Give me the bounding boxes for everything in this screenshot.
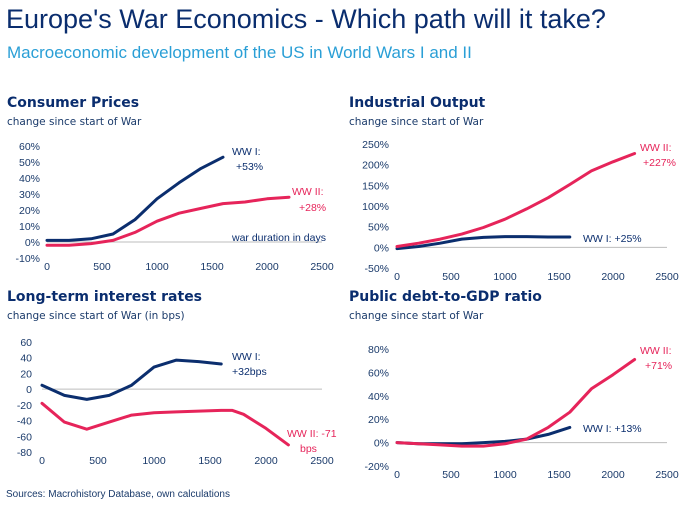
y-tick-label: 150% xyxy=(362,180,389,192)
x-tick-label: 1000 xyxy=(493,271,517,283)
x-tick-label: 1000 xyxy=(493,469,517,481)
annotation-label: +28% xyxy=(299,202,326,214)
y-tick-label: -40 xyxy=(17,416,32,428)
y-tick-label: 20% xyxy=(19,205,40,217)
page-title: Europe's War Economics - Which path will… xyxy=(6,4,606,34)
x-tick-label: 2500 xyxy=(655,271,679,283)
y-tick-label: 30% xyxy=(19,189,40,201)
annotation-label: WW I: +13% xyxy=(583,423,642,435)
annotation-label: WW I: xyxy=(232,351,261,363)
chart-title: Long-term interest rates xyxy=(7,289,202,305)
page-subtitle: Macroeconomic development of the US in W… xyxy=(7,43,472,62)
x-tick-label: 0 xyxy=(394,469,400,481)
series-line-ww1 xyxy=(45,155,225,242)
x-tick-label: 2000 xyxy=(601,469,625,481)
x-tick-label: 1500 xyxy=(200,261,224,273)
x-tick-label: 0 xyxy=(394,271,400,283)
x-tick-label: 500 xyxy=(89,455,107,467)
x-tick-label: 0 xyxy=(39,455,45,467)
y-tick-label: 60% xyxy=(368,367,389,379)
series-line-ww2 xyxy=(395,152,637,248)
annotation-label: +227% xyxy=(643,157,676,169)
series-line-ww2 xyxy=(45,195,291,247)
annotation-label: war duration in days xyxy=(231,232,326,244)
x-tick-label: 0 xyxy=(44,261,50,273)
chart-title: Industrial Output xyxy=(349,95,486,111)
y-tick-label: 80% xyxy=(368,344,389,356)
y-tick-label: 10% xyxy=(19,221,40,233)
x-tick-label: 500 xyxy=(93,261,111,273)
chart-subtitle: change since start of War xyxy=(7,116,142,128)
annotation-label: +53% xyxy=(236,161,263,173)
x-tick-label: 2500 xyxy=(310,261,334,273)
y-tick-label: 200% xyxy=(362,160,389,172)
y-tick-label: 0% xyxy=(374,438,389,450)
annotation-label: WW I: +25% xyxy=(583,233,642,245)
source-note: Sources: Macrohistory Database, own calc… xyxy=(6,489,230,500)
chart-subtitle: change since start of War xyxy=(349,310,484,322)
x-tick-label: 500 xyxy=(442,469,460,481)
chart-title: Public debt-to-GDP ratio xyxy=(349,289,542,305)
y-tick-label: 0% xyxy=(25,237,40,249)
y-tick-label: 20 xyxy=(20,368,32,380)
annotation-label: bps xyxy=(300,443,317,455)
y-tick-label: 0 xyxy=(26,384,32,396)
annotation-label: WW II: xyxy=(640,345,672,357)
chart-subtitle: change since start of War xyxy=(349,116,484,128)
series-line-ww2 xyxy=(395,358,637,448)
y-tick-label: 60 xyxy=(20,337,32,349)
y-tick-label: -60 xyxy=(17,431,32,443)
y-tick-label: 50% xyxy=(368,222,389,234)
y-tick-label: 40% xyxy=(19,173,40,185)
y-tick-label: 0% xyxy=(374,242,389,254)
y-tick-label: 250% xyxy=(362,139,389,151)
annotation-label: WW II: -71 xyxy=(287,428,337,440)
x-tick-label: 1500 xyxy=(547,469,571,481)
x-tick-label: 500 xyxy=(442,271,460,283)
chart-title: Consumer Prices xyxy=(7,95,139,111)
x-tick-label: 2000 xyxy=(254,455,278,467)
y-tick-label: 100% xyxy=(362,201,389,213)
y-tick-label: 60% xyxy=(19,141,40,153)
chart-subtitle: change since start of War (in bps) xyxy=(7,310,185,322)
x-tick-label: 2000 xyxy=(601,271,625,283)
annotation-label: WW II: xyxy=(292,186,324,198)
x-tick-label: 2000 xyxy=(255,261,279,273)
series-line-ww1 xyxy=(395,235,572,251)
y-tick-label: 40% xyxy=(368,391,389,403)
y-tick-label: -20% xyxy=(364,461,389,473)
series-line-ww2 xyxy=(40,401,290,447)
x-tick-label: 1500 xyxy=(547,271,571,283)
x-tick-label: 2500 xyxy=(310,455,334,467)
y-tick-label: -20 xyxy=(17,400,32,412)
y-tick-label: -10% xyxy=(15,253,40,265)
y-tick-label: 40 xyxy=(20,353,32,365)
y-tick-label: 50% xyxy=(19,157,40,169)
y-tick-label: -80 xyxy=(17,447,32,459)
annotation-label: WW II: xyxy=(640,142,672,154)
y-tick-label: 20% xyxy=(368,414,389,426)
annotation-label: WW I: xyxy=(232,146,261,158)
x-tick-label: 1000 xyxy=(145,261,169,273)
x-tick-label: 2500 xyxy=(655,469,679,481)
annotation-label: +32bps xyxy=(232,366,267,378)
x-tick-label: 1000 xyxy=(142,455,166,467)
series-line-ww1 xyxy=(40,358,223,401)
y-tick-label: -50% xyxy=(364,263,389,275)
annotation-label: +71% xyxy=(645,360,672,372)
x-tick-label: 1500 xyxy=(198,455,222,467)
